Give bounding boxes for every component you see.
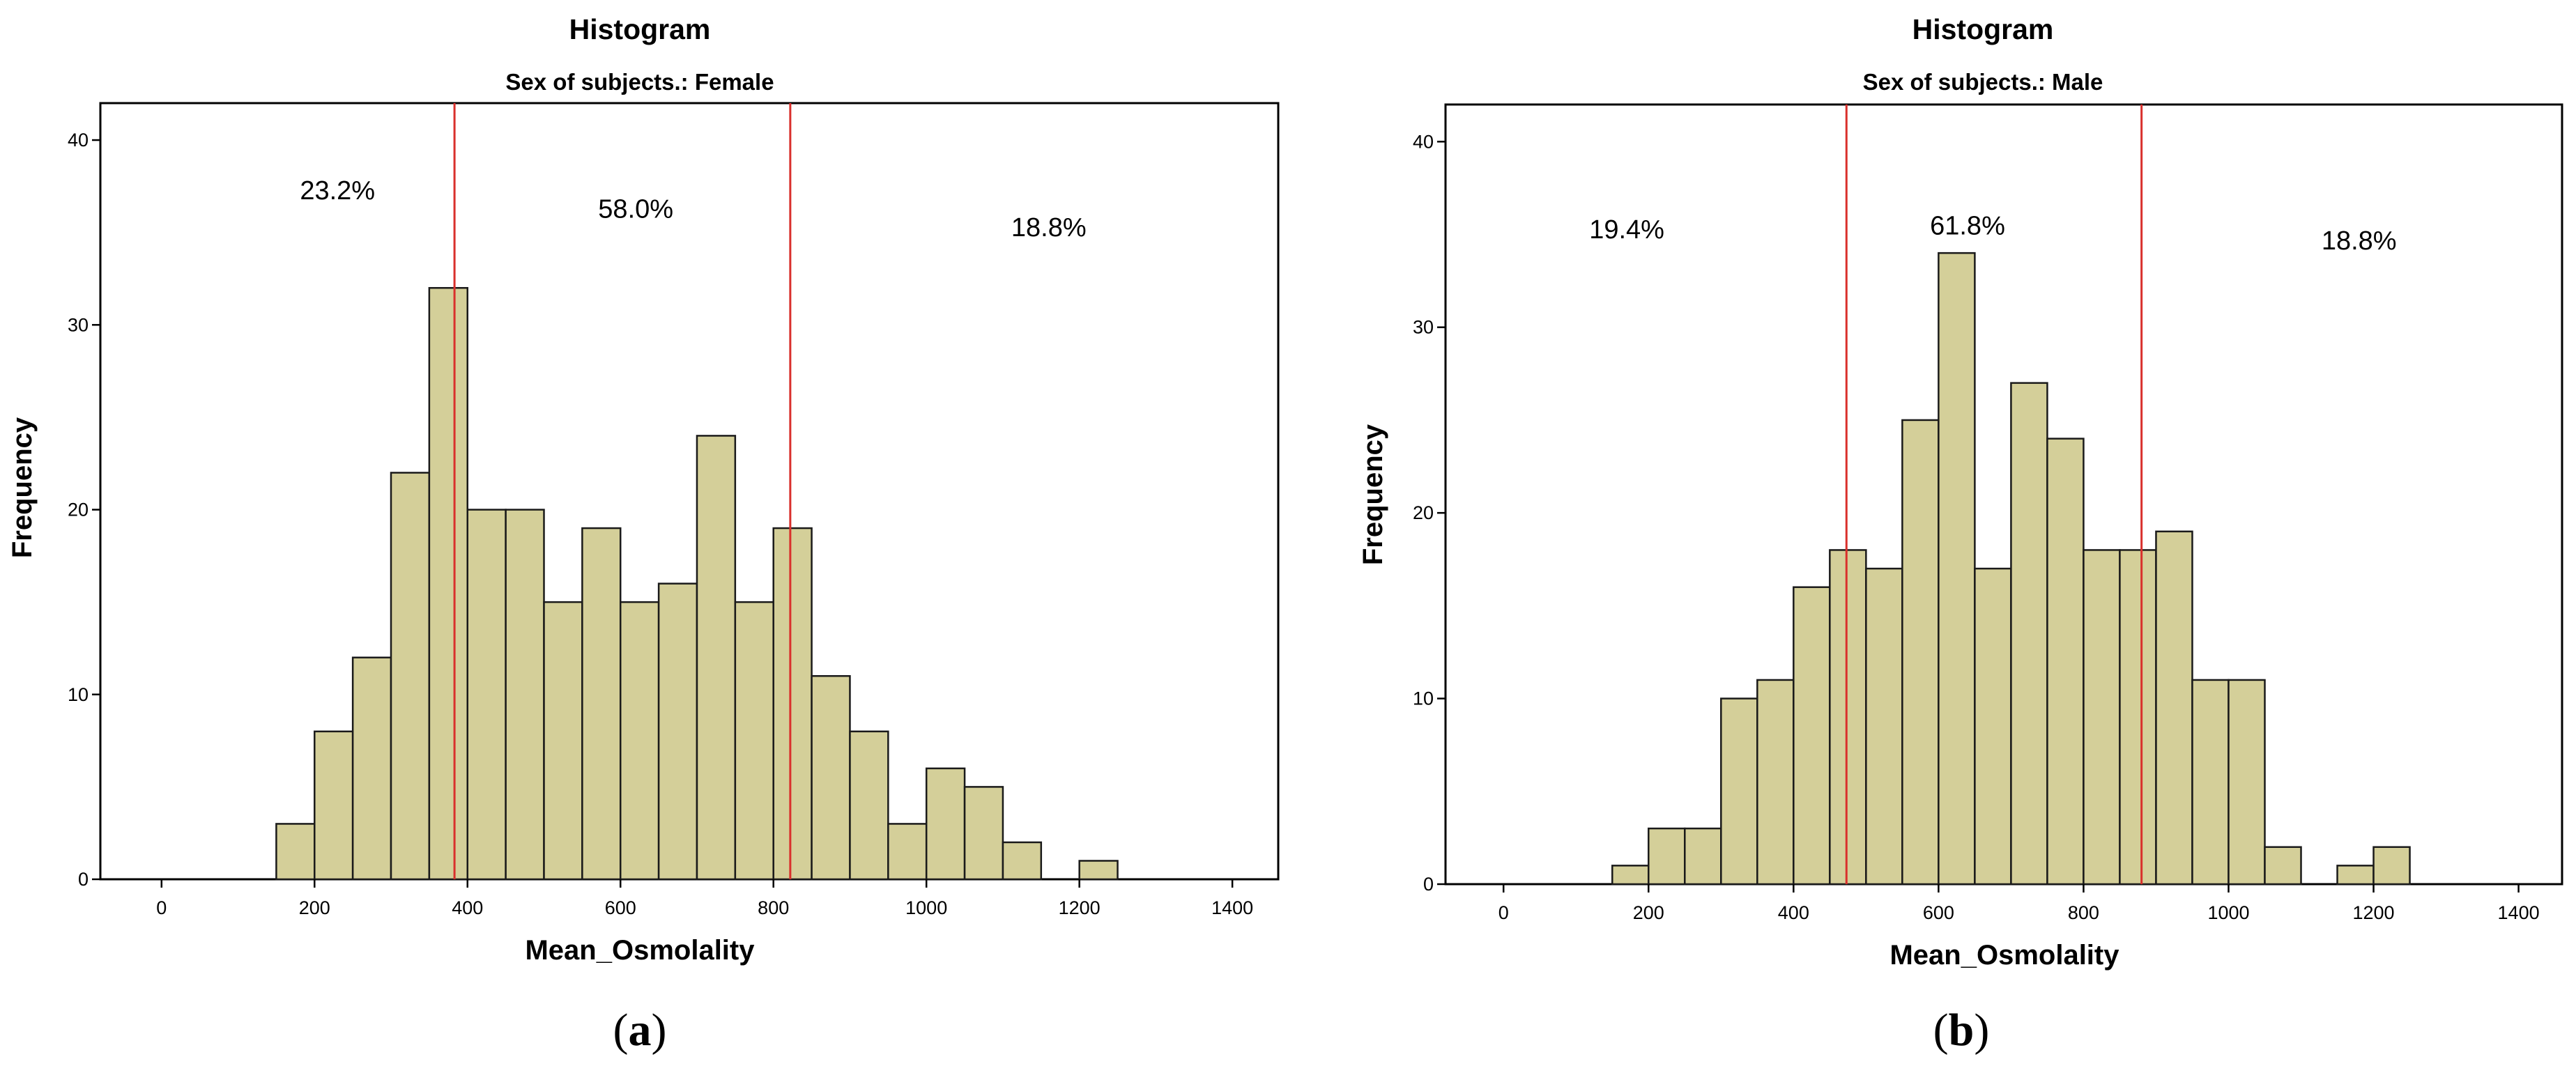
y-tick-label: 30 [68,314,89,335]
histogram-bar [963,786,1004,881]
plot-area: 0 200 400 600 800 1000 1200 1400 0 10 20 30 40 23.2% 5… [68,102,1280,918]
x-tick-label: 1400 [1211,897,1253,918]
y-tick-label: 10 [68,684,89,705]
x-tick-label: 200 [1633,902,1664,923]
histogram-bar [1974,567,2012,886]
x-tick-label: 200 [299,897,330,918]
y-tick-label: 20 [1413,502,1434,523]
x-tick-label: 1000 [2207,902,2249,923]
histogram-bar [849,730,889,881]
chart-title: Histogram [1912,13,2054,45]
percentage-annotation: 18.8% [2322,226,2397,256]
histogram-bar [428,286,469,881]
panel-caption-letter: a [629,1005,652,1056]
histogram-bar [466,509,507,881]
histogram-bar [1648,827,1686,886]
histogram-bar [314,730,354,881]
histogram-bar [1865,567,1903,886]
panel-caption-letter: b [1949,1005,1975,1056]
x-tick-label: 800 [758,897,789,918]
x-axis-label: Mean_Osmolality [1889,940,2119,971]
histogram-bar [925,767,966,881]
histogram-bar [2083,549,2121,886]
histogram-bar [1793,586,1831,886]
y-tick-label: 30 [1413,317,1434,338]
percentage-annotation: 61.8% [1930,212,2005,241]
chart-subtitle: Sex of subjects.: Female [505,69,774,95]
x-tick-label: 1400 [2498,902,2540,923]
histogram-bar [2228,679,2266,886]
x-tick-label: 400 [1778,902,1809,923]
histogram-bar [1002,841,1043,881]
histogram-bar [2191,679,2230,886]
x-axis-label: Mean_Osmolality [525,935,755,966]
histogram-bar [696,435,737,881]
histogram-bar [581,527,622,881]
y-axis-label: Frequency [1358,424,1388,565]
chart-subtitle: Sex of subjects.: Male [1863,69,2103,95]
percentage-annotation: 58.0% [598,194,673,224]
percentage-annotation: 23.2% [300,176,375,206]
histogram-bar [2119,549,2157,886]
histogram-bar [2372,846,2411,886]
chart-title: Histogram [569,13,711,45]
histogram-bar [811,674,851,881]
y-tick-label: 20 [68,500,89,520]
histogram-bar [505,509,545,881]
x-tick-label: 800 [2068,902,2099,923]
histogram-bar [1756,679,1795,886]
x-tick-label: 400 [452,897,483,918]
y-tick-label: 40 [1413,131,1434,152]
percentage-annotation: 19.4% [1589,215,1664,245]
x-tick-label: 600 [1923,902,1954,923]
y-tick-label: 10 [1413,688,1434,709]
histogram-bar [351,656,392,881]
y-tick-label: 0 [1423,874,1434,895]
panel-caption-b: (b) [1933,1005,1990,1056]
histogram-bar [2155,530,2193,886]
x-tick-label: 0 [156,897,167,918]
histogram-bar [1078,860,1119,881]
histogram-bar [1938,252,1976,886]
histogram-bar [1901,419,1940,886]
histogram-bar [390,472,431,881]
histogram-bar [734,601,774,881]
histogram-bar [1829,549,1867,886]
histogram-bar [1611,865,1650,886]
y-axis-label: Frequency [7,417,38,558]
histogram-bar [1684,827,1722,886]
plot-area: 0 200 400 600 800 1000 1200 1400 0 10 20 30 40 19.4% 6… [1413,103,2563,923]
histogram-bar [2010,382,2048,886]
x-tick-label: 1200 [1059,897,1101,918]
histogram-bar [772,527,813,881]
x-tick-label: 600 [605,897,636,918]
histogram-bar [2336,865,2375,886]
y-tick-label: 40 [68,130,89,150]
histogram-bar [887,823,928,881]
histogram-bar [543,601,583,881]
histogram-bar [1720,697,1758,886]
panel-b-male-histogram: Histogram Sex of subjects.: Male 0 200 400… [1358,13,2563,1056]
histogram-bar [2046,438,2085,886]
histogram-bar [2264,846,2302,886]
x-tick-label: 0 [1498,902,1509,923]
panel-a-female-histogram: Histogram Sex of subjects.: Female 0 200 4… [7,13,1280,1056]
histogram-bar [657,582,698,881]
histogram-bar [619,601,660,881]
x-tick-label: 1200 [2352,902,2394,923]
percentage-annotation: 18.8% [1011,213,1087,242]
x-tick-label: 1000 [905,897,947,918]
histogram-bar [275,823,316,881]
panel-caption-a: (a) [613,1005,667,1056]
y-tick-label: 0 [78,869,89,890]
